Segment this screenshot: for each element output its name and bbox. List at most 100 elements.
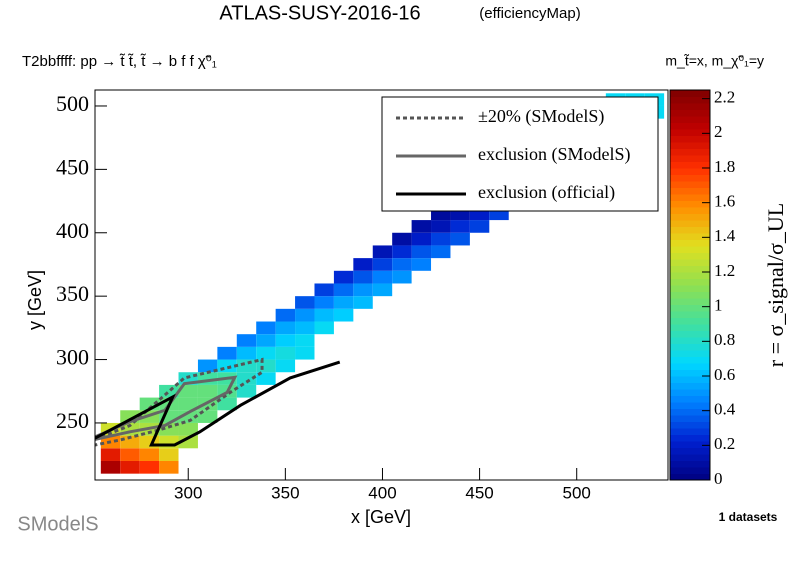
cell xyxy=(372,283,393,297)
z-tick-label: 2 xyxy=(714,122,723,141)
cell xyxy=(353,258,373,271)
contour-line xyxy=(95,357,264,447)
cell xyxy=(392,270,412,284)
contour-line xyxy=(95,375,238,441)
cell xyxy=(236,346,257,360)
cell xyxy=(392,258,412,271)
z-tick-label: 2.2 xyxy=(714,88,735,107)
z-tick-label: 1.4 xyxy=(714,226,736,245)
cell xyxy=(353,270,373,284)
colorbar-stripe xyxy=(670,402,710,409)
cell xyxy=(120,435,140,449)
x-tick-label: 400 xyxy=(368,483,396,502)
colorbar-stripe xyxy=(670,382,710,390)
cell xyxy=(178,384,198,398)
colorbar-frame xyxy=(669,89,711,481)
cell xyxy=(431,220,451,233)
cell xyxy=(159,448,179,461)
cell xyxy=(256,346,276,360)
colorbar-stripe xyxy=(670,376,710,383)
colorbar-stripe xyxy=(670,317,710,325)
colorbar-stripe xyxy=(670,252,710,260)
title-note: (efficiencyMap) xyxy=(479,5,580,22)
cell xyxy=(411,245,432,259)
footer: 1 datasets xyxy=(719,510,778,524)
cell xyxy=(333,308,354,322)
colorbar-stripe xyxy=(670,109,710,117)
colorbar-stripe xyxy=(670,96,710,104)
cell xyxy=(275,321,296,335)
cell xyxy=(469,220,490,233)
y-tick-label: 400 xyxy=(56,218,89,243)
cell xyxy=(314,308,334,322)
cell xyxy=(392,245,412,259)
cell xyxy=(275,346,296,360)
cell xyxy=(217,359,237,373)
cell xyxy=(431,245,451,259)
legend-box xyxy=(381,96,659,212)
colorbar-stripe xyxy=(670,259,710,266)
colorbar-stripe xyxy=(670,311,710,318)
z-tick-label: 0.4 xyxy=(714,400,736,419)
cell xyxy=(197,384,218,398)
colorbar-stripe xyxy=(670,233,710,240)
cell xyxy=(256,359,276,373)
colorbar-stripe xyxy=(670,298,710,305)
cell xyxy=(139,460,160,474)
colorbar-stripe xyxy=(670,421,710,429)
colorbar-stripe xyxy=(670,467,710,474)
cell xyxy=(353,283,373,297)
colorbar-stripe xyxy=(670,408,710,416)
cell xyxy=(120,460,140,474)
cell xyxy=(450,232,470,246)
cell xyxy=(159,460,179,474)
cell xyxy=(120,448,140,461)
colorbar-stripe xyxy=(670,226,710,234)
colorbar-stripe xyxy=(670,161,710,169)
cell xyxy=(159,384,179,398)
colorbar-stripe xyxy=(670,168,710,175)
y-tick-label: 500 xyxy=(56,91,89,116)
z-tick-label: 0.2 xyxy=(714,434,735,453)
cell xyxy=(295,321,315,335)
cell xyxy=(100,460,121,474)
colorbar-stripe xyxy=(670,369,710,377)
colorbar-stripe xyxy=(670,207,710,214)
plot-frame xyxy=(94,89,669,481)
cell xyxy=(314,321,334,335)
x-tick-label: 500 xyxy=(563,483,591,502)
cell xyxy=(178,410,198,423)
colorbar-stripe xyxy=(670,174,710,182)
colorbar-stripe xyxy=(670,441,710,448)
colorbar-stripe xyxy=(670,200,710,208)
cell xyxy=(139,448,160,461)
y-tick-label: 450 xyxy=(56,154,89,179)
colorbar-stripe xyxy=(670,90,710,97)
z-tick-label: 0.6 xyxy=(714,365,735,384)
cell xyxy=(450,220,470,233)
y-tick-label: 350 xyxy=(56,281,89,306)
cell xyxy=(275,308,296,322)
cell xyxy=(217,397,237,411)
subtitle: T2bbffff: pp → t̃ t̃, t̃ → b f f χ̃⁰₁ xyxy=(22,53,217,70)
cell xyxy=(411,232,432,246)
colorbar-stripe xyxy=(670,337,710,344)
z-tick-label: 1.2 xyxy=(714,261,735,280)
z-tick-label: 1 xyxy=(714,296,723,315)
cell xyxy=(275,359,296,373)
colorbar-stripe xyxy=(670,142,710,149)
cell xyxy=(392,232,412,246)
colorbar-stripe xyxy=(670,356,710,364)
colorbar-stripe xyxy=(670,135,710,143)
colorbar-stripe xyxy=(670,194,710,201)
plot-area: 300 350 400 450 500 250 300 350 400 450 500 0 0.2 0.4… xyxy=(56,88,736,503)
colorbar-stripe xyxy=(670,285,710,292)
colorbar-stripe xyxy=(670,181,710,188)
cell xyxy=(333,283,354,297)
colorbar-stripe xyxy=(670,304,710,312)
colorbar-stripe xyxy=(670,454,710,461)
colorbar-stripe xyxy=(670,116,710,123)
cell xyxy=(314,283,334,297)
cell xyxy=(275,334,296,347)
